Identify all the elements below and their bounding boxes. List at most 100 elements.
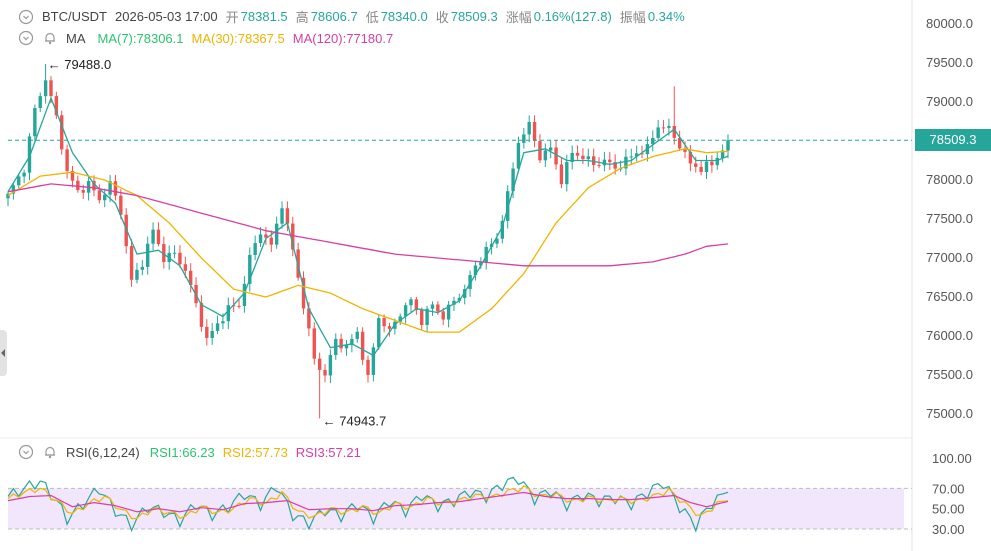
candle-body: [538, 141, 542, 161]
rsi-indicator-name[interactable]: RSI(6,12,24): [66, 444, 140, 460]
candle-body: [22, 172, 26, 177]
candle-body: [672, 125, 676, 138]
candle-body: [656, 127, 660, 138]
candle-body: [602, 159, 607, 166]
candle-body: [425, 308, 429, 325]
ma7-line: [7, 96, 729, 357]
candle-body: [608, 159, 612, 163]
price-tick-label: 78000.0: [926, 172, 973, 187]
candle-body: [371, 347, 376, 375]
candle-body: [328, 355, 333, 376]
candle-body: [366, 359, 370, 375]
candle-body: [237, 305, 241, 307]
price-tick-label: 77000.0: [926, 250, 973, 265]
candle-body: [414, 299, 419, 311]
candle-body: [446, 304, 451, 320]
rsi2-value: RSI2:57.73: [222, 444, 288, 460]
price-tick-label: 77500.0: [926, 211, 973, 226]
open-label: 开: [225, 10, 239, 25]
candle-body: [38, 96, 42, 109]
candle-body: [183, 264, 188, 271]
candle-body: [436, 304, 440, 312]
low-value: 78340.0: [380, 9, 428, 24]
candle-body: [726, 140, 730, 151]
candle-body: [355, 331, 359, 339]
candle-body: [49, 80, 53, 97]
rsi-tick-label: 70.00: [932, 481, 965, 496]
candle-body: [420, 310, 424, 325]
candle-body: [699, 166, 703, 172]
candle-body: [226, 305, 230, 322]
close-label: 收: [435, 10, 449, 25]
candle-body: [291, 223, 295, 250]
candle-body: [215, 323, 220, 331]
candle-body: [97, 190, 102, 201]
candle-body: [70, 170, 75, 181]
candle-body: [597, 164, 601, 166]
candle-body: [146, 243, 150, 267]
change-label: 涨幅: [505, 10, 532, 25]
bell-icon[interactable]: [42, 444, 58, 460]
rsi-tick-label: 30.00: [932, 522, 965, 537]
panel-toggle-handle[interactable]: [0, 330, 7, 376]
candle-body: [398, 316, 402, 322]
ohlc-header: BTC/USDT 2026-05-03 17:00 开 78381.5 高 78…: [18, 7, 693, 26]
ma7-value: MA(7):78306.1: [97, 30, 184, 46]
candle-body: [307, 308, 311, 329]
candle-body: [119, 195, 123, 215]
candle-body: [81, 190, 85, 193]
collapse-icon[interactable]: [18, 444, 34, 460]
candle-body: [516, 142, 521, 169]
candle-body: [559, 164, 564, 185]
current-price-label: 78509.3: [915, 129, 991, 151]
candle-body: [280, 208, 284, 224]
candle-body: [269, 237, 273, 245]
candle-body: [591, 156, 596, 165]
info-icon[interactable]: [18, 9, 34, 25]
candle-body: [688, 151, 693, 164]
candle-body: [720, 150, 725, 158]
candle-body: [441, 311, 445, 320]
ma30-line: [7, 148, 729, 333]
bell-icon[interactable]: [42, 30, 58, 46]
candle-body: [301, 277, 306, 309]
candle-body: [178, 252, 182, 265]
price-tick-label: 80000.0: [926, 16, 973, 31]
rsi-tick-label: 50.00: [932, 502, 965, 517]
candle-body: [522, 134, 526, 143]
candle-body: [258, 234, 263, 244]
candle-body: [473, 265, 478, 276]
candle-body: [172, 252, 177, 254]
high-label: 高: [295, 10, 309, 25]
candle-body: [548, 147, 553, 151]
ma-indicator-name[interactable]: MA: [66, 30, 86, 46]
candle-body: [113, 181, 118, 196]
low-label: 低: [365, 10, 379, 25]
amplitude-value: 0.34%: [647, 9, 685, 24]
candle-body: [242, 283, 247, 307]
collapse-icon[interactable]: [18, 30, 34, 46]
candle-body: [323, 369, 327, 376]
candle-body: [6, 193, 10, 199]
candle-body: [387, 326, 392, 329]
price-tick-label: 76000.0: [926, 328, 973, 343]
price-tick-label: 79000.0: [926, 94, 973, 109]
candle-body: [581, 155, 585, 160]
candle-body: [527, 122, 531, 135]
candle-body: [17, 176, 21, 186]
candle-body: [484, 246, 488, 263]
candle-body: [667, 125, 671, 128]
candle-body: [221, 321, 225, 324]
rsi3-value: RSI3:57.21: [295, 444, 361, 460]
candle-body: [715, 157, 719, 166]
candle-body: [500, 220, 505, 239]
price-tick-label: 79500.0: [926, 55, 973, 70]
candle-body: [382, 318, 386, 327]
candle-body: [264, 234, 268, 238]
price-tick-label: 75500.0: [926, 367, 973, 382]
candle-body: [205, 326, 209, 338]
candle-body: [565, 162, 569, 185]
candle-body: [710, 161, 714, 166]
candle-body: [495, 238, 499, 244]
